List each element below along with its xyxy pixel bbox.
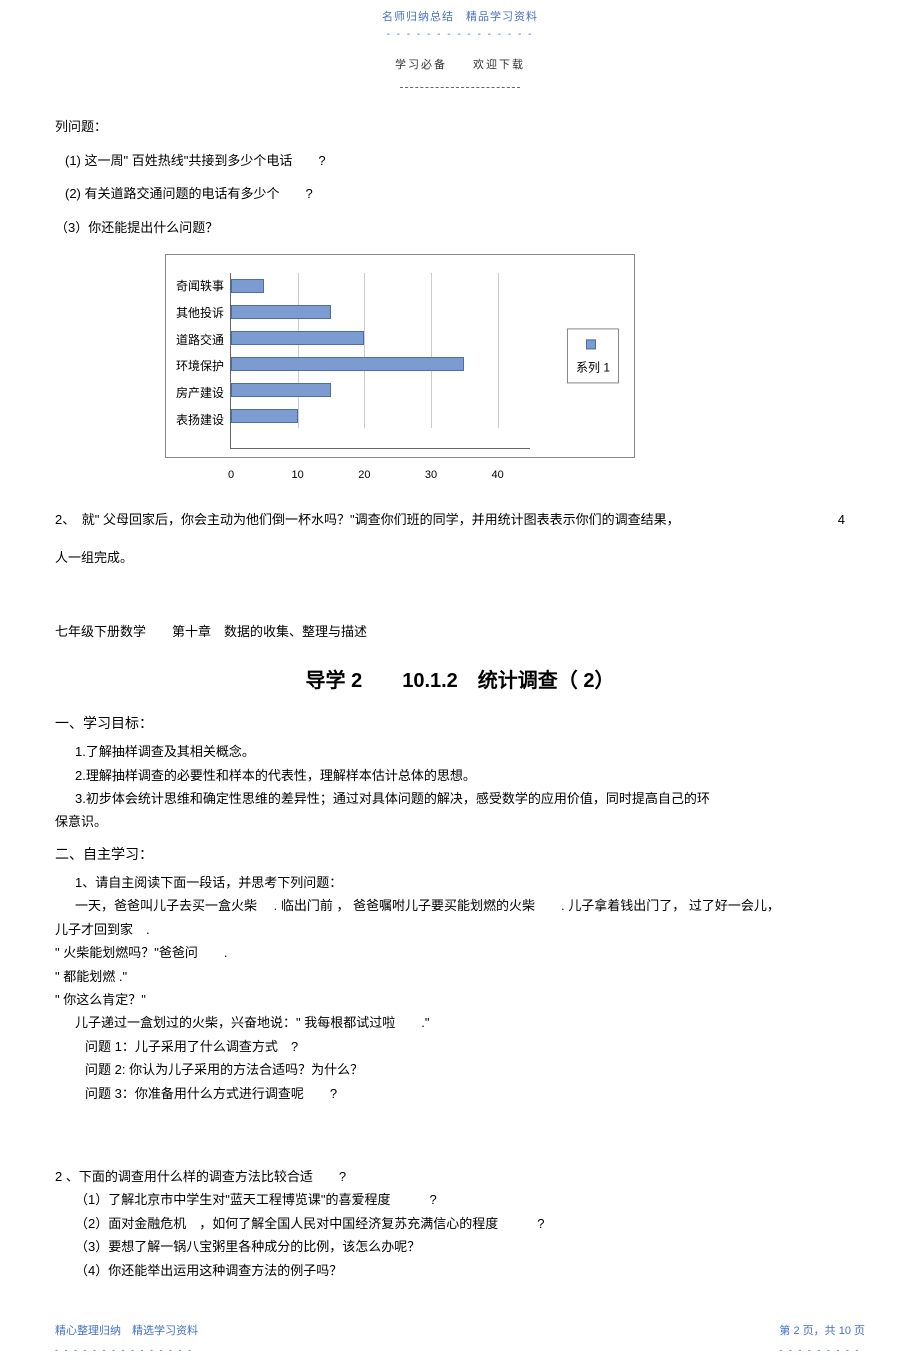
s2-q1: 问题 1：儿子采用了什么调查方式 ?: [55, 1035, 865, 1058]
s2-story2: " 火柴能划燃吗？"爸爸问 .: [55, 941, 865, 964]
chart-category-label: 道路交通: [176, 327, 224, 353]
sub-header-right: 欢迎下载: [473, 59, 525, 71]
legend-swatch: [586, 339, 596, 349]
footer-dots-right: - - - - - - - - -: [779, 1342, 865, 1358]
s3-s1: （1）了解北京市中学生对"蓝天工程博览课"的喜爱程度 ?: [55, 1188, 865, 1211]
question-2: (2) 有关道路交通问题的电话有多少个 ?: [55, 182, 865, 205]
footer-left: 精心整理归纳 精选学习资料: [55, 1325, 198, 1337]
s2-q3: 问题 3：你准备用什么方式进行调查呢 ?: [55, 1082, 865, 1105]
s2-story1: 一天，爸爸叫儿子去买一盒火柴 . 临出门前 ， 爸爸嘱咐儿子要买能划燃的火柴 .…: [55, 894, 865, 917]
chart-plot-area: 010203040: [230, 273, 530, 449]
chart-gridline: [364, 273, 365, 428]
chart-bar: [231, 331, 364, 345]
chart-category-label: 表扬建设: [176, 407, 224, 433]
chart-x-tick: 10: [292, 466, 304, 486]
dashed-underline: [400, 87, 520, 88]
chart-gridline: [298, 273, 299, 428]
chart-category-label: 其他投诉: [176, 300, 224, 326]
s2-story5: 儿子递过一盒划过的火柴，兴奋地说：" 我每根都试过啦 .": [55, 1011, 865, 1034]
bar-chart: 奇闻轶事其他投诉道路交通环境保护房产建设表扬建设 010203040 系列 1: [165, 254, 635, 458]
s1-p3: 3.初步体会统计思维和确定性思维的差异性；通过对具体问题的解决，感受数学的应用价…: [55, 787, 865, 810]
section2-heading: 二、自主学习：: [55, 842, 865, 867]
chart-category-label: 房产建设: [176, 380, 224, 406]
chart-x-tick: 20: [358, 466, 370, 486]
s2-q2: 问题 2: 你认为儿子采用的方法合适吗？为什么？: [55, 1058, 865, 1081]
chart-x-tick: 0: [228, 466, 234, 486]
footer-dots-left: - - - - - - - - - - - - - - -: [55, 1342, 865, 1358]
chart-x-tick: 40: [492, 466, 504, 486]
chart-bar: [231, 279, 264, 293]
q2-right-num: 4: [838, 508, 845, 531]
page-footer: 精心整理归纳 精选学习资料 - - - - - - - - - - - - - …: [0, 1282, 920, 1368]
chart-category-label: 环境保护: [176, 353, 224, 379]
chart-legend: 系列 1: [567, 328, 619, 383]
question-1: (1) 这一周" 百姓热线"共接到多少个电话 ?: [55, 149, 865, 172]
chart-y-labels: 奇闻轶事其他投诉道路交通环境保护房产建设表扬建设: [176, 273, 230, 433]
question-3: （3）你还能提出什么问题？: [55, 216, 865, 239]
chapter-line: 七年级下册数学 第十章 数据的收集、整理与描述: [55, 620, 865, 643]
header-dots: - - - - - - - - - - - - - - -: [0, 26, 920, 44]
chart-gridline: [498, 273, 499, 428]
s1-p2: 2.理解抽样调查的必要性和样本的代表性，理解样本估计总体的思想。: [55, 764, 865, 787]
page-content: 列问题： (1) 这一周" 百姓热线"共接到多少个电话 ? (2) 有关道路交通…: [0, 95, 920, 1282]
footer-page: 第 2 页，共 10 页: [779, 1325, 865, 1337]
sub-header-left: 学习必备: [395, 59, 447, 71]
chart-gridline: [431, 273, 432, 428]
q2-suffix: 人一组完成。: [55, 546, 865, 569]
s3-s3: （3）要想了解一锅八宝粥里各种成分的比例，该怎么办呢？: [55, 1235, 865, 1258]
s1-p3b: 保意识。: [55, 810, 865, 833]
sub-header: 学习必备 欢迎下载: [0, 56, 920, 96]
chart-bar: [231, 357, 464, 371]
q2-prefix: 2、 就" 父母回家后，你会主动为他们倒一杯水吗？"调查你们班的同学，并用统计图…: [55, 512, 680, 527]
question-block-2: 2、 就" 父母回家后，你会主动为他们倒一杯水吗？"调查你们班的同学，并用统计图…: [55, 508, 865, 531]
chart-bar: [231, 383, 331, 397]
chart-bar: [231, 305, 331, 319]
section1-heading: 一、学习目标：: [55, 711, 865, 736]
chart-bar: [231, 409, 298, 423]
legend-label: 系列 1: [576, 357, 610, 379]
lesson-title: 导学 2 10.1.2 统计调查（ 2）: [55, 663, 865, 699]
s2-story1b: 儿子才回到家 .: [55, 918, 865, 941]
page-top-header: 名师归纳总结 精品学习资料 - - - - - - - - - - - - - …: [0, 0, 920, 95]
question-prefix: 列问题：: [55, 115, 865, 138]
s3-p1: 2 、下面的调查用什么样的调查方法比较合适 ?: [55, 1165, 865, 1188]
s3-s2: （2）面对金融危机 ，如何了解全国人民对中国经济复苏充满信心的程度 ?: [55, 1212, 865, 1235]
chart-category-label: 奇闻轶事: [176, 273, 224, 299]
s2-p1: 1、请自主阅读下面一段话，并思考下列问题：: [55, 871, 865, 894]
footer-right: 第 2 页，共 10 页 - - - - - - - - -: [779, 1322, 865, 1358]
s1-p1: 1.了解抽样调查及其相关概念。: [55, 740, 865, 763]
s2-story3: " 都能划燃 .": [55, 965, 865, 988]
s3-s4: （4）你还能举出运用这种调查方法的例子吗？: [55, 1259, 865, 1282]
s2-story4: " 你这么肯定？": [55, 988, 865, 1011]
chart-x-tick: 30: [425, 466, 437, 486]
